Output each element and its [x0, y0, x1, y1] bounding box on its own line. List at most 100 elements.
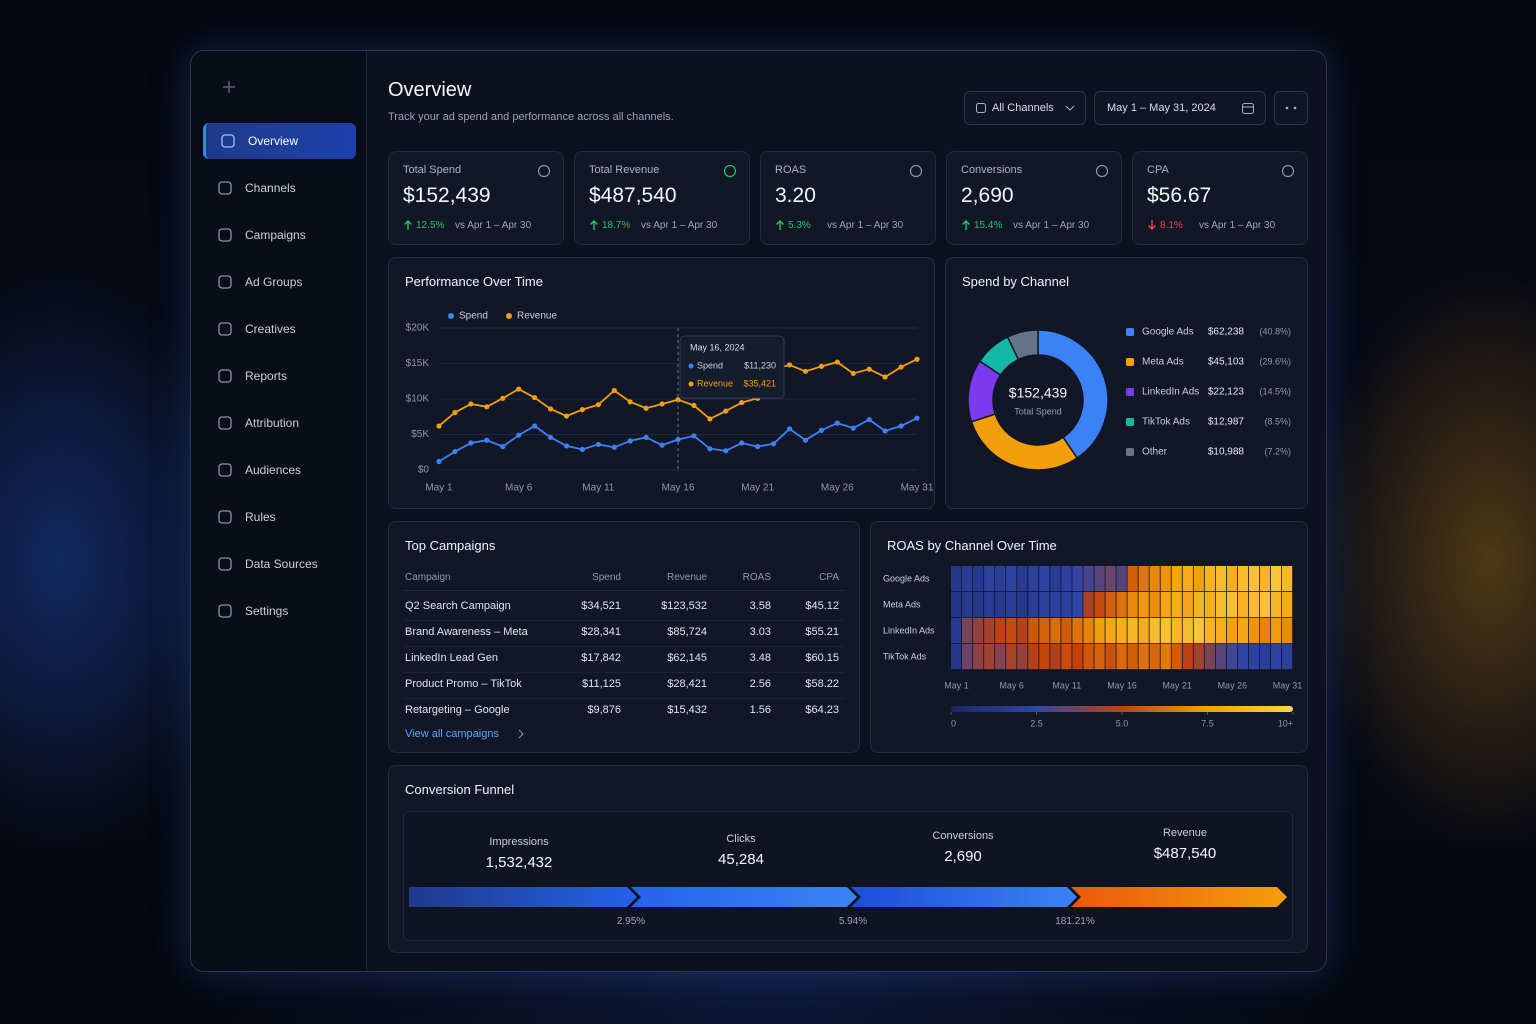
nav-item[interactable]: Channels [203, 170, 353, 206]
table-cell: $15,432 [667, 704, 707, 716]
data-point [850, 370, 856, 377]
heatmap-cell [1028, 618, 1039, 644]
data-point [516, 386, 522, 392]
legend-value: $45,103 [1208, 357, 1245, 368]
date-select[interactable]: May 1 – May 31, 2024 [1094, 91, 1266, 125]
x-tick-label: May 31 [1273, 680, 1303, 690]
nav-label: Overview [248, 134, 299, 148]
tooltip-value: $11,230 [744, 360, 776, 370]
legend-swatch [1126, 388, 1134, 396]
heatmap-cell [1160, 592, 1171, 618]
data-point [659, 401, 665, 407]
heatmap-cell [1182, 644, 1193, 670]
row-divider [403, 672, 845, 673]
data-point [563, 443, 570, 449]
nav-item[interactable]: Settings [203, 593, 353, 629]
heatmap-cell [951, 618, 962, 644]
data-point [500, 395, 506, 401]
legend-swatch [1126, 328, 1134, 336]
nav-item[interactable]: Audiences [203, 452, 353, 488]
heatmap-cell [1072, 566, 1083, 592]
heatmap-cell [1105, 566, 1116, 592]
row-label: LinkedIn Ads [883, 625, 935, 635]
data-point [723, 408, 729, 414]
trend-arrow [776, 220, 784, 230]
nav-icon [218, 228, 232, 242]
nav-item[interactable]: Ad Groups [203, 264, 353, 300]
heatmap-cell [1061, 618, 1072, 644]
heatmap-cell [1006, 592, 1017, 618]
add-icon[interactable] [221, 79, 237, 95]
x-tick-label: May 6 [999, 680, 1024, 690]
nav-item[interactable]: Reports [203, 358, 353, 394]
table-cell: $55.21 [805, 626, 839, 638]
view-all-link[interactable]: View all campaigns [405, 728, 499, 740]
data-point [595, 402, 601, 408]
heatmap-cell [1006, 618, 1017, 644]
nav-item[interactable]: Data Sources [203, 546, 353, 582]
color-scale [951, 706, 1293, 712]
nav-icon [221, 134, 235, 148]
more-button[interactable] [1274, 91, 1308, 125]
legend-percent: (29.6%) [1259, 356, 1291, 366]
x-tick-label: May 1 [944, 680, 969, 690]
nav-item[interactable]: Attribution [203, 405, 353, 441]
x-tick-label: May 31 [901, 483, 934, 494]
column-header: CPA [819, 572, 839, 583]
x-tick-label: May 16 [1107, 680, 1137, 690]
legend-swatch [1126, 418, 1134, 426]
legend-label: Meta Ads [1142, 357, 1184, 368]
tooltip-title: May 16, 2024 [690, 342, 745, 352]
stage-value: 45,284 [718, 851, 764, 868]
data-point [755, 443, 761, 450]
heatmap-cell [1237, 618, 1249, 644]
kpi-label: ROAS [775, 164, 807, 176]
x-tick-label: May 21 [741, 483, 774, 494]
table-cell: $64.23 [805, 704, 839, 716]
heatmap-cell [1193, 592, 1204, 618]
heatmap-cell [951, 644, 962, 670]
heatmap-cell [1226, 618, 1238, 644]
nav-label: Ad Groups [245, 275, 303, 289]
heatmap-cell [995, 644, 1006, 670]
heatmap-cell [1138, 566, 1149, 592]
nav-item[interactable]: Creatives [203, 311, 353, 347]
legend-value: $10,988 [1208, 447, 1245, 458]
heatmap-cell [1028, 644, 1039, 670]
heatmap-cell [1160, 566, 1171, 592]
data-point [898, 423, 904, 429]
x-tick-label: May 21 [1162, 680, 1192, 690]
channel-select[interactable]: All Channels [964, 91, 1086, 125]
heatmap-cell [1072, 618, 1083, 644]
data-point [452, 448, 458, 455]
icon-shape [723, 164, 737, 178]
heatmap-cell [1149, 644, 1160, 670]
nav-item[interactable]: Rules [203, 499, 353, 535]
dashboard-window: Overview Channels Campaigns Ad Groups Creati… [190, 50, 1327, 972]
kpi-icon [909, 164, 923, 178]
nav-item[interactable]: Campaigns [203, 217, 353, 253]
legend-label: Google Ads [1142, 327, 1194, 338]
data-point [611, 387, 617, 394]
nav-label: Channels [245, 181, 296, 195]
data-point [818, 427, 824, 433]
heatmap-cell [1171, 644, 1182, 670]
heatmap-cell [1083, 592, 1094, 618]
tooltip: May 16, 2024 Spend $11,230 Revenue $35,421 [679, 335, 785, 399]
nav-label: Creatives [245, 322, 296, 336]
data-point [484, 437, 490, 443]
nav-item[interactable]: Overview [203, 123, 356, 159]
kpi-change: 15.4% [974, 220, 1003, 231]
nav-icon [218, 322, 232, 336]
conversion-rate: 181.21% [1055, 916, 1095, 927]
data-point [532, 394, 538, 401]
link-chevron [518, 729, 524, 739]
table-cell: LinkedIn Lead Gen [405, 652, 498, 664]
data-point [627, 399, 633, 405]
kpi-label: Total Revenue [589, 164, 660, 176]
heatmap-cell [1215, 618, 1227, 644]
table-cell: 3.03 [749, 626, 771, 638]
heatmap-cell [1017, 618, 1028, 644]
heatmap-cell [1149, 618, 1160, 644]
trend-arrow [404, 220, 412, 230]
